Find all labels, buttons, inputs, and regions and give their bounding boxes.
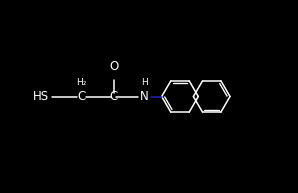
Text: HS: HS: [32, 90, 49, 103]
Text: H₂: H₂: [77, 78, 87, 87]
Text: O: O: [109, 60, 118, 73]
Text: H: H: [141, 78, 148, 87]
Text: C: C: [77, 90, 86, 103]
Text: C: C: [109, 90, 118, 103]
Text: N: N: [140, 90, 149, 103]
